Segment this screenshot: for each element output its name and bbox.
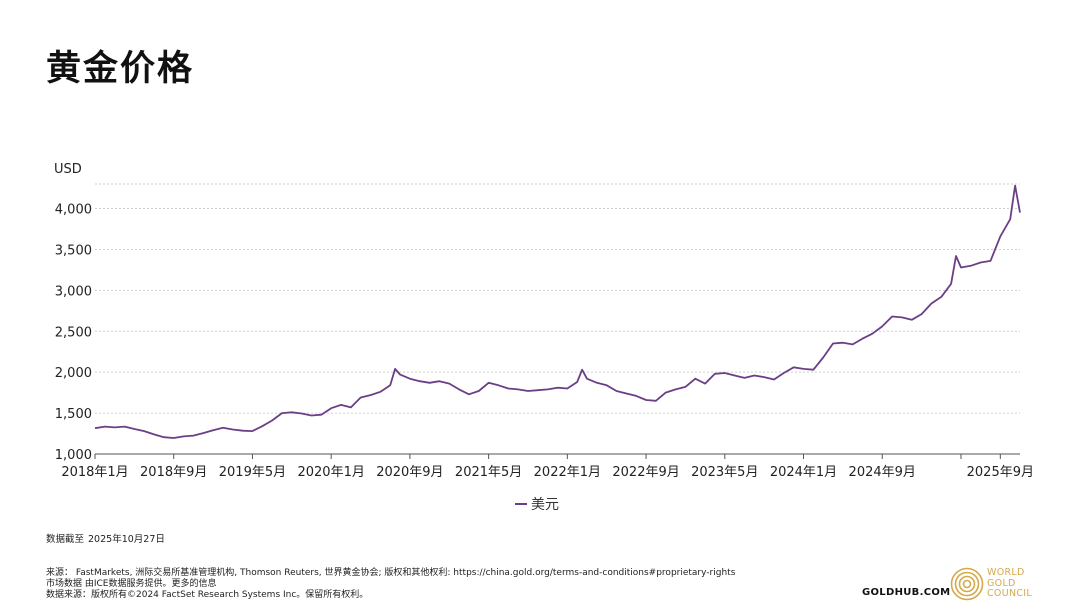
y-tick-label: 2,000 [55, 366, 92, 381]
y-axis-label: USD [54, 162, 82, 177]
y-tick-label: 3,000 [55, 284, 92, 299]
x-tick-label: 2024年1月 [770, 465, 837, 480]
series-line-usd [94, 184, 1021, 439]
page-title: 黄金价格 [46, 49, 195, 89]
market-data-line: 市场数据 由ICE数据服务提供。更多的信息 [46, 579, 217, 589]
gold-price-chart: USD 1,000 1,500 2,000 2,500 3,000 3,500 4,000 20… [54, 162, 1034, 480]
y-tick-label: 1,500 [55, 407, 92, 422]
x-tick-label: 2025年9月 [967, 465, 1034, 480]
logo-line-council: COUNCIL [987, 588, 1032, 599]
y-tick-label: 1,000 [55, 448, 92, 463]
x-tick-label: 2019年5月 [219, 465, 286, 480]
x-tick-label: 2022年9月 [612, 465, 679, 480]
logo-line-world: WORLD [987, 567, 1025, 578]
as-of-label: 数据截至 [46, 534, 85, 545]
y-tick-label: 4,000 [55, 203, 92, 218]
x-tick-label: 2023年5月 [691, 465, 758, 480]
x-tick-label: 2018年1月 [61, 465, 128, 480]
logo-line-gold: GOLD [987, 577, 1016, 589]
as-of-date: 2025年10月27日 [88, 534, 165, 545]
x-tick-label: 2018年9月 [140, 465, 207, 480]
x-tick-label: 2024年9月 [849, 465, 916, 480]
logo-wordmark: WORLD GOLD COUNCIL [987, 567, 1032, 600]
goldhub-link[interactable]: GOLDHUB.COM [862, 587, 951, 598]
legend-label: 美元 [531, 497, 559, 513]
x-tick-label: 2020年1月 [297, 465, 364, 480]
x-tick-label: 2021年5月 [455, 465, 522, 480]
source-notes: 来源： FastMarkets, 洲际交易所基准管理机构, Thomson Re… [46, 568, 735, 601]
legend-swatch [515, 503, 527, 505]
source-line: 来源： FastMarkets, 洲际交易所基准管理机构, Thomson Re… [46, 568, 736, 578]
y-tick-label: 2,500 [55, 325, 92, 340]
y-tick-label: 3,500 [55, 243, 92, 258]
as-of-note: 数据截至 2025年10月27日 [46, 531, 169, 545]
x-tick-label: 2022年1月 [534, 465, 601, 480]
factset-line: 数据来源：版权所有©2024 FactSet Research Systems … [46, 590, 369, 600]
world-gold-council-logo-icon [950, 567, 984, 601]
legend: 美元 [515, 494, 559, 514]
x-tick-label: 2020年9月 [376, 465, 443, 480]
